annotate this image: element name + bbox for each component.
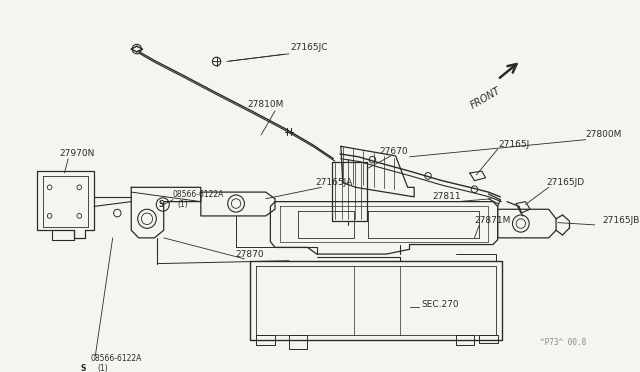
Text: 27165JB: 27165JB	[602, 216, 640, 225]
Text: 08566-6122A: 08566-6122A	[90, 355, 142, 363]
Text: 27165J: 27165J	[499, 140, 530, 149]
Text: SEC.270: SEC.270	[422, 300, 460, 309]
Text: 27165JD: 27165JD	[547, 178, 585, 187]
Text: 27970N: 27970N	[59, 150, 94, 158]
Text: ^P73^ 00.8: ^P73^ 00.8	[540, 337, 586, 347]
Text: 27165JC: 27165JC	[291, 43, 328, 52]
Text: FRONT: FRONT	[468, 85, 502, 110]
Text: 27165JA: 27165JA	[315, 178, 352, 187]
Text: 27811: 27811	[433, 192, 461, 201]
Text: 08566-6122A: 08566-6122A	[172, 190, 223, 199]
Text: (1): (1)	[178, 200, 188, 209]
Text: (1): (1)	[97, 364, 108, 372]
Text: 27870: 27870	[235, 250, 264, 259]
Text: 27800M: 27800M	[586, 130, 622, 140]
Text: 27670: 27670	[380, 147, 408, 155]
Text: 27810M: 27810M	[247, 100, 284, 109]
Text: S: S	[158, 200, 164, 209]
Text: S: S	[81, 364, 86, 372]
Text: 27871M: 27871M	[474, 216, 511, 225]
